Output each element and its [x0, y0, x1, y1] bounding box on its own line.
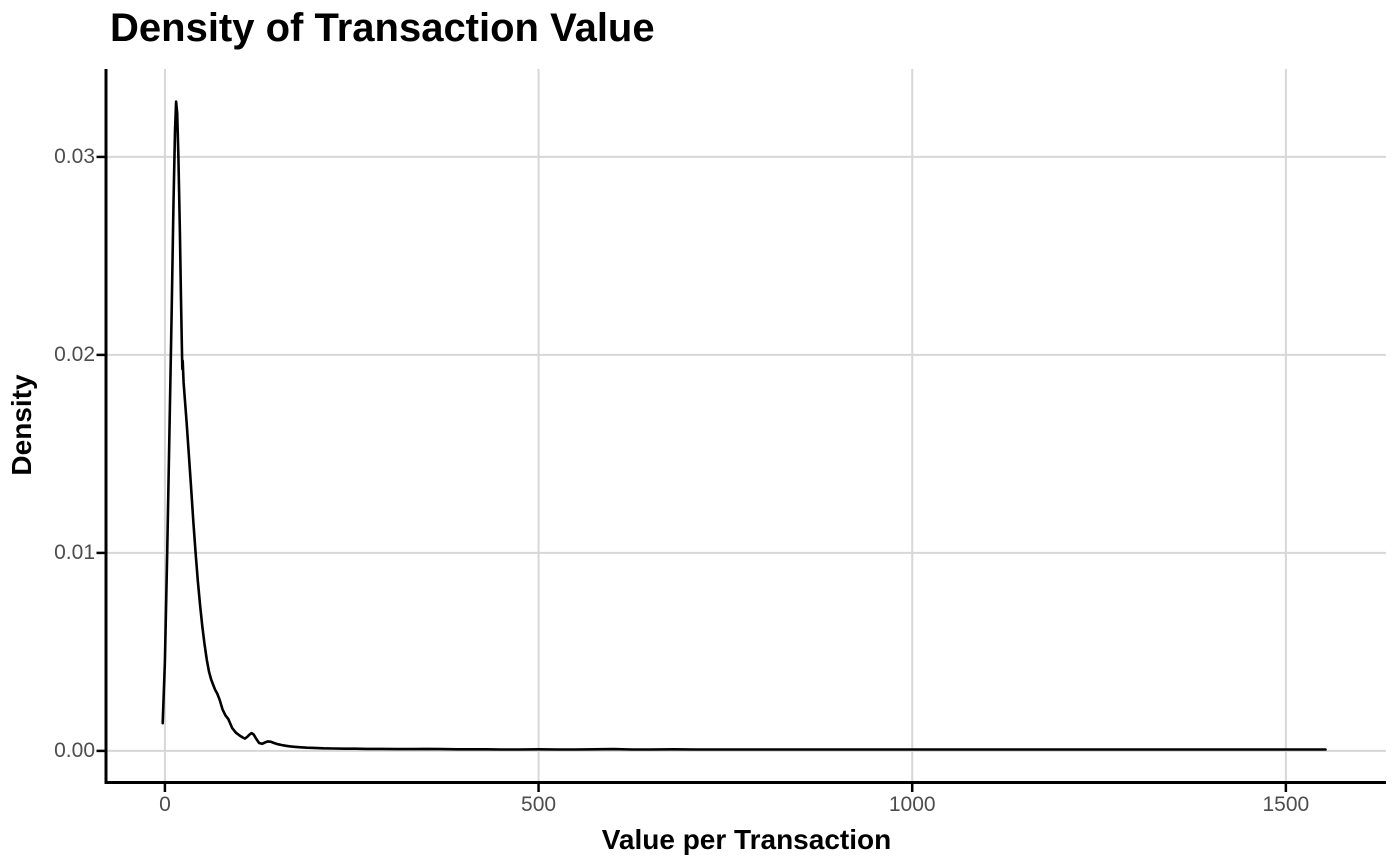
x-axis-title: Value per Transaction: [601, 824, 892, 855]
y-tick-label: 0.01: [54, 540, 95, 564]
x-tick-label: 0: [159, 793, 171, 816]
y-tick-label: 0.00: [54, 738, 95, 762]
x-tick-label: 500: [521, 793, 557, 816]
y-tick-label: 0.03: [54, 144, 95, 168]
density-curve: [161, 100, 1327, 751]
y-tick-label: 0.02: [54, 342, 95, 366]
chart-title: Density of Transaction Value: [110, 6, 655, 50]
y-axis-title: Density: [6, 374, 37, 476]
x-tick-label: 1000: [888, 793, 936, 816]
x-tick-label: 1500: [1262, 793, 1310, 816]
